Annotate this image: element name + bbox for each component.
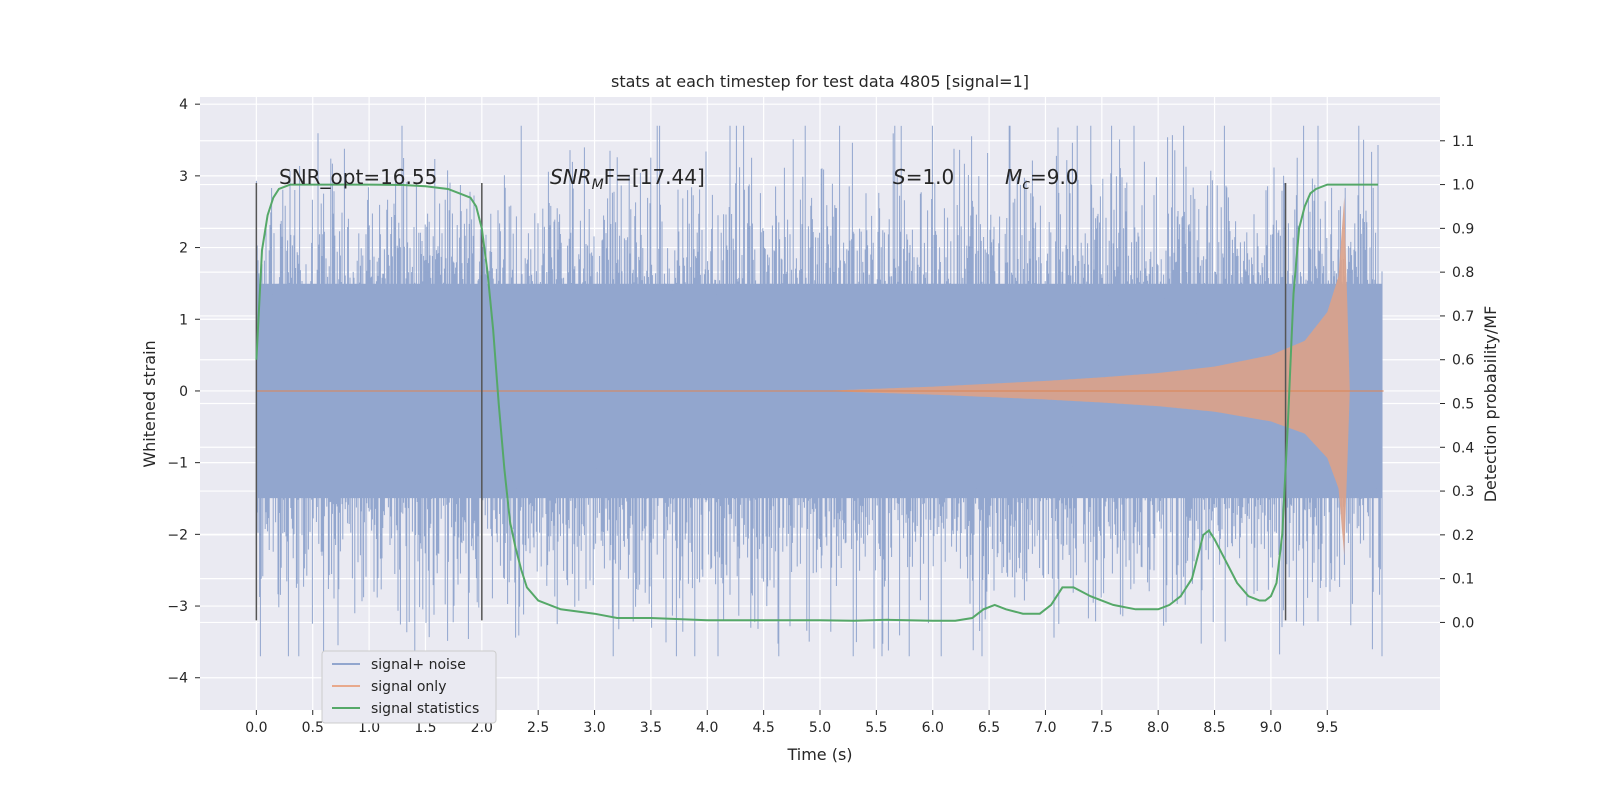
y-tick-label-left: 2 bbox=[179, 241, 188, 257]
y-tick-label-right: 0.0 bbox=[1452, 615, 1474, 631]
x-tick-label: 3.0 bbox=[583, 720, 605, 736]
x-tick-label: 4.0 bbox=[696, 720, 718, 736]
y-tick-label-right: 1.1 bbox=[1452, 134, 1474, 150]
y-tick-label-left: 4 bbox=[179, 97, 188, 113]
annotation-mc: Mc=9.0 bbox=[1005, 165, 1079, 193]
y-ticks-left: 4 3 2 1 0 −1 −2 −3 −4 bbox=[167, 97, 200, 687]
annotation-mc-label: M bbox=[1005, 165, 1022, 189]
chart-title: stats at each timestep for test data 480… bbox=[611, 72, 1029, 91]
x-tick-label: 9.0 bbox=[1260, 720, 1282, 736]
x-tick-label: 0.5 bbox=[302, 720, 324, 736]
annotation-snr-opt: SNR_opt=16.55 bbox=[279, 165, 437, 189]
legend-box bbox=[321, 650, 497, 724]
x-tick-label: 5.0 bbox=[809, 720, 831, 736]
x-tick-label: 2.0 bbox=[471, 720, 493, 736]
y-tick-label-left: 3 bbox=[179, 169, 188, 185]
vertical-markers bbox=[255, 183, 1287, 621]
y-tick-label-right: 0.7 bbox=[1452, 309, 1474, 325]
annotation-snr-mf-rest: F=[17.44] bbox=[604, 165, 705, 189]
y-tick-label-right: 0.5 bbox=[1452, 397, 1474, 413]
x-tick-label: 3.5 bbox=[640, 720, 662, 736]
annotation-s-label: S bbox=[893, 165, 906, 189]
x-tick-label: 7.0 bbox=[1034, 720, 1056, 736]
x-axis-label: Time (s) bbox=[786, 745, 852, 764]
statistics-line bbox=[255, 183, 1378, 622]
annotation-snr-mf-sub: M bbox=[592, 177, 604, 193]
y-tick-label-left: −2 bbox=[167, 527, 188, 543]
x-tick-label: 9.5 bbox=[1316, 720, 1338, 736]
legend-label-signal-noise: signal+ noise bbox=[371, 657, 466, 673]
annotation-snr-mf: SNRMF=[17.44] bbox=[550, 165, 705, 193]
legend: signal+ noise signal only signal statist… bbox=[321, 650, 497, 724]
y-tick-label-right: 0.6 bbox=[1452, 353, 1474, 369]
annotation-s-rest: =1.0 bbox=[906, 165, 955, 189]
signal-envelope bbox=[256, 197, 1384, 556]
legend-label-signal-statistics: signal statistics bbox=[371, 701, 479, 717]
y-tick-label-right: 0.9 bbox=[1452, 221, 1474, 237]
annotation-snr-mf-label: SNR bbox=[550, 165, 592, 189]
y-tick-label-right: 0.8 bbox=[1452, 265, 1474, 281]
x-tick-label: 8.0 bbox=[1147, 720, 1169, 736]
y-tick-label-left: −1 bbox=[167, 456, 188, 472]
x-tick-label: 4.5 bbox=[753, 720, 775, 736]
y-axis-label-right: Detection probability/MF bbox=[1481, 306, 1500, 503]
y-tick-label-left: 0 bbox=[179, 384, 188, 400]
annotation-mc-rest: =9.0 bbox=[1030, 165, 1079, 189]
y-tick-label-left: 1 bbox=[179, 312, 188, 328]
signal-series bbox=[256, 197, 1384, 556]
y-tick-label-right: 0.4 bbox=[1452, 440, 1474, 456]
x-ticks: 0.0 0.5 1.0 1.5 2.0 2.5 3.0 3.5 4.0 4.5 5.0 5.5 6.0 6… bbox=[245, 710, 1338, 736]
y-tick-label-right: 0.3 bbox=[1452, 484, 1474, 500]
legend-label-signal-only: signal only bbox=[371, 679, 446, 695]
x-tick-label: 2.5 bbox=[527, 720, 549, 736]
annotation-s: S=1.0 bbox=[893, 165, 954, 189]
x-tick-label: 1.5 bbox=[414, 720, 436, 736]
annotation-mc-sub: c bbox=[1022, 177, 1030, 193]
x-tick-label: 6.5 bbox=[978, 720, 1000, 736]
x-tick-label: 8.5 bbox=[1203, 720, 1225, 736]
statistics-series bbox=[255, 183, 1378, 622]
y-tick-label-left: −3 bbox=[167, 599, 188, 615]
y-tick-label-right: 1.0 bbox=[1452, 178, 1474, 194]
x-tick-label: 7.5 bbox=[1091, 720, 1113, 736]
x-tick-label: 5.5 bbox=[865, 720, 887, 736]
x-tick-label: 1.0 bbox=[358, 720, 380, 736]
y-tick-label-right: 0.1 bbox=[1452, 572, 1474, 588]
y-axis-label-left: Whitened strain bbox=[140, 340, 159, 467]
x-tick-label: 0.0 bbox=[245, 720, 267, 736]
y-tick-label-left: −4 bbox=[167, 671, 188, 687]
x-tick-label: 6.0 bbox=[922, 720, 944, 736]
y-ticks-right: 1.1 1.0 0.9 0.8 0.7 0.6 0.5 0.4 0.3 0.2 0.1 0.0 bbox=[1440, 134, 1474, 631]
y-tick-label-right: 0.2 bbox=[1452, 528, 1474, 544]
